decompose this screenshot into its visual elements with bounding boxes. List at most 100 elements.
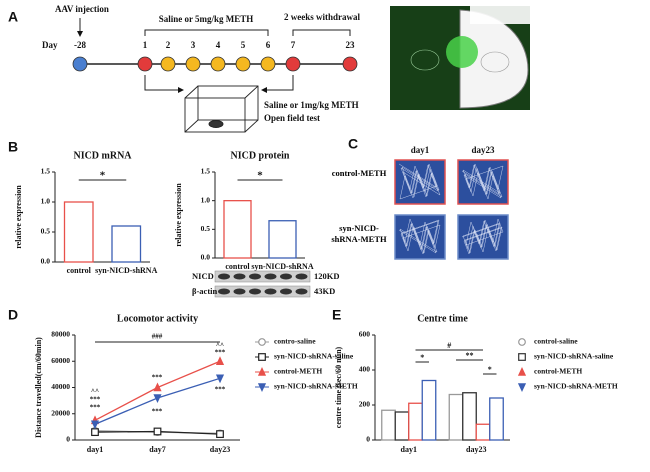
bar <box>111 225 142 263</box>
y-tick-label: 0 <box>366 435 370 444</box>
y-tick-label: 200 <box>359 400 371 409</box>
blot-strip <box>214 270 311 283</box>
legend-label: contro-saline <box>274 337 316 346</box>
track-column: day1 <box>411 145 430 155</box>
y-tick-label: 80000 <box>51 330 70 339</box>
x-tick-label: control <box>225 262 250 271</box>
timeline-test-treatment: Saline or 1mg/kg METH <box>264 100 359 110</box>
track-image <box>394 159 446 205</box>
bar <box>475 423 491 441</box>
timeline-day-dot <box>160 56 176 72</box>
significance: * <box>257 170 263 182</box>
marker <box>258 338 266 346</box>
marker <box>518 353 526 361</box>
blot-band <box>233 273 246 280</box>
timeline-day: 23 <box>346 40 356 50</box>
y-axis-label: Distance travelled(cm/60min) <box>34 337 43 438</box>
annotation: *** <box>215 386 226 394</box>
blot-band <box>218 288 230 295</box>
y-tick-label: 400 <box>359 365 371 374</box>
timeline-day-dot <box>210 56 226 72</box>
y-tick-label: 20000 <box>51 408 70 417</box>
y-axis-label: centre time (sec/60 min) <box>334 346 343 428</box>
blot-band <box>280 288 292 295</box>
blot-name: β-actin <box>192 286 218 296</box>
x-tick-label: day7 <box>149 445 165 454</box>
marker <box>153 382 162 392</box>
timeline-day: 6 <box>266 40 271 50</box>
timeline-day-dot <box>260 56 276 72</box>
blot-band <box>264 288 277 295</box>
legend-label: control-METH <box>274 367 322 376</box>
timeline-day-dot <box>137 56 153 72</box>
timeline-day: -28 <box>74 40 86 50</box>
x-tick-label: day1 <box>87 445 103 454</box>
x-tick-label: day1 <box>401 445 417 454</box>
timeline-day-label: Day <box>42 40 58 50</box>
y-tick-label: 1.0 <box>41 197 51 206</box>
track-row-label: syn-NICD-shRNA-METH <box>331 223 387 244</box>
timeline-treatment: Saline or 5mg/kg METH <box>159 14 254 24</box>
legend-label: syn-NICD-shRNA-METH <box>534 382 618 391</box>
blot-strip <box>214 285 311 298</box>
legend-label: control-METH <box>534 367 582 376</box>
timeline-day: 3 <box>191 40 196 50</box>
annotation: *** <box>90 404 101 412</box>
blot-name: NICD <box>192 271 214 281</box>
brain-image <box>390 6 540 110</box>
bar <box>448 393 464 441</box>
marker <box>91 428 99 437</box>
bar <box>394 411 410 441</box>
chart-title: NICD protein <box>231 150 290 161</box>
annotation: * <box>420 353 424 362</box>
annotation: ^^ <box>216 342 224 350</box>
track-row-text: control-METH <box>331 168 387 178</box>
y-tick-label: 1.5 <box>201 167 211 176</box>
legend-label: syn-NICD-shRNA-saline <box>274 352 354 361</box>
timeline-day-dot <box>285 56 301 72</box>
bar <box>421 379 437 441</box>
bar <box>63 201 94 263</box>
x-tick-label: day23 <box>466 445 486 454</box>
annotation: *** <box>215 349 226 357</box>
timeline-arrows <box>77 18 351 93</box>
annotation: *** <box>90 396 101 404</box>
y-axis-label: relative expression <box>174 183 183 247</box>
panel-label: A <box>8 9 18 25</box>
blot-band <box>233 288 246 295</box>
annotation: ### <box>152 333 163 341</box>
x-tick-label: control <box>67 266 92 275</box>
track-row-label: control-METH <box>331 168 387 178</box>
marker <box>153 394 162 403</box>
marker <box>90 420 100 430</box>
bar <box>408 402 423 441</box>
blot-band <box>249 288 261 295</box>
marker <box>215 374 225 384</box>
track-row-text: syn-NICD-shRNA-METH <box>331 223 387 244</box>
track-path <box>461 163 504 200</box>
annotation: * <box>488 365 492 374</box>
blot-size: 43KD <box>314 286 335 296</box>
blot-band <box>295 288 308 295</box>
track-path <box>461 218 504 255</box>
marker <box>517 383 527 392</box>
legend-label: control-saline <box>534 337 578 346</box>
blot-band <box>295 273 308 280</box>
y-tick-label: 600 <box>359 330 371 339</box>
marker <box>257 383 267 392</box>
bar <box>462 392 477 441</box>
panel-label: B <box>8 139 18 155</box>
blot-band <box>264 273 277 280</box>
chart-title: Locomotor activity <box>117 313 198 324</box>
marker <box>518 338 526 346</box>
timeline-day-dot <box>235 56 251 72</box>
y-tick-label: 1.0 <box>201 195 211 204</box>
timeline-day: 5 <box>241 40 246 50</box>
chart-title: NICD mRNA <box>73 150 132 161</box>
y-tick-label: 0 <box>66 435 70 444</box>
bar <box>381 409 396 441</box>
marker <box>215 356 225 366</box>
y-tick-label: 0.5 <box>201 224 211 233</box>
